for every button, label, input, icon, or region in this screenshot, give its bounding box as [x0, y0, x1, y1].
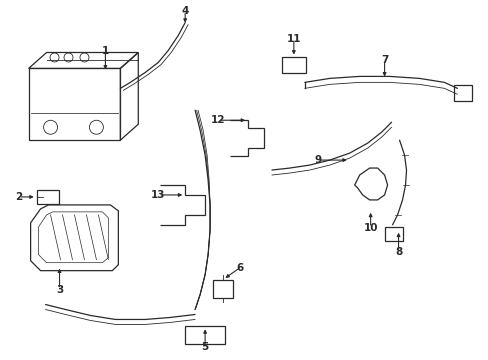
Text: 13: 13 [151, 190, 165, 200]
Text: 2: 2 [15, 192, 22, 202]
Text: 3: 3 [56, 284, 63, 294]
Text: 1: 1 [102, 45, 109, 55]
Bar [37, 190, 59, 204]
Text: 8: 8 [394, 247, 401, 257]
Bar [281, 58, 305, 73]
Text: 12: 12 [210, 115, 225, 125]
Bar [453, 85, 471, 101]
Text: 10: 10 [363, 223, 377, 233]
Text: 7: 7 [380, 55, 387, 66]
Text: 11: 11 [286, 33, 301, 44]
Text: 4: 4 [181, 6, 188, 15]
Text: 6: 6 [236, 263, 243, 273]
Bar [29, 68, 120, 140]
Text: 9: 9 [314, 155, 321, 165]
Text: 5: 5 [201, 342, 208, 352]
Bar [384, 227, 402, 241]
Bar [213, 280, 233, 298]
Bar [185, 327, 224, 345]
